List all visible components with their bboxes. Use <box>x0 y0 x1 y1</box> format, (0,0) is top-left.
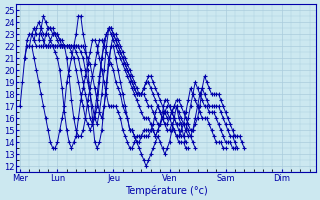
X-axis label: Température (°c): Température (°c) <box>124 185 207 196</box>
